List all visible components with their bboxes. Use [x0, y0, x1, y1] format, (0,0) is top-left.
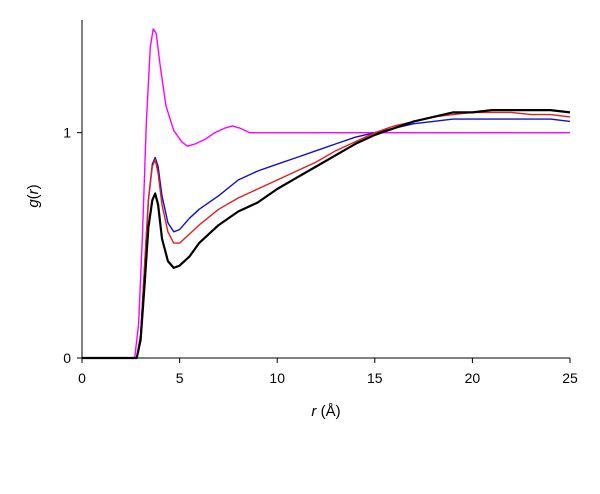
y-tick-label: 0 [63, 350, 71, 366]
x-tick-label: 10 [269, 370, 285, 386]
x-tick-label: 0 [78, 370, 86, 386]
x-tick-label: 5 [176, 370, 184, 386]
series-line-1 [82, 28, 570, 359]
y-axis-label-arg: r [25, 188, 42, 194]
series-line-3 [82, 111, 571, 359]
x-axis-label: r (Å) [311, 403, 340, 420]
tick-layer: 0 5 10 15 20 25 0 1 [63, 125, 578, 386]
y-axis-label: g(r) [25, 184, 42, 207]
y-axis-label-open: ( [25, 194, 42, 199]
x-axis-label-var: r [311, 403, 317, 420]
x-tick-label: 25 [562, 370, 578, 386]
y-axis-label-var: g [25, 199, 42, 208]
series-layer [82, 28, 571, 360]
series-line-2 [82, 118, 571, 359]
y-tick-label: 1 [63, 125, 71, 141]
x-axis-label-unit: (Å) [316, 403, 340, 420]
x-tick-label: 20 [465, 370, 481, 386]
x-tick-label: 15 [367, 370, 383, 386]
y-axis-label-close: ) [25, 184, 42, 189]
series-line-4 [82, 109, 571, 360]
